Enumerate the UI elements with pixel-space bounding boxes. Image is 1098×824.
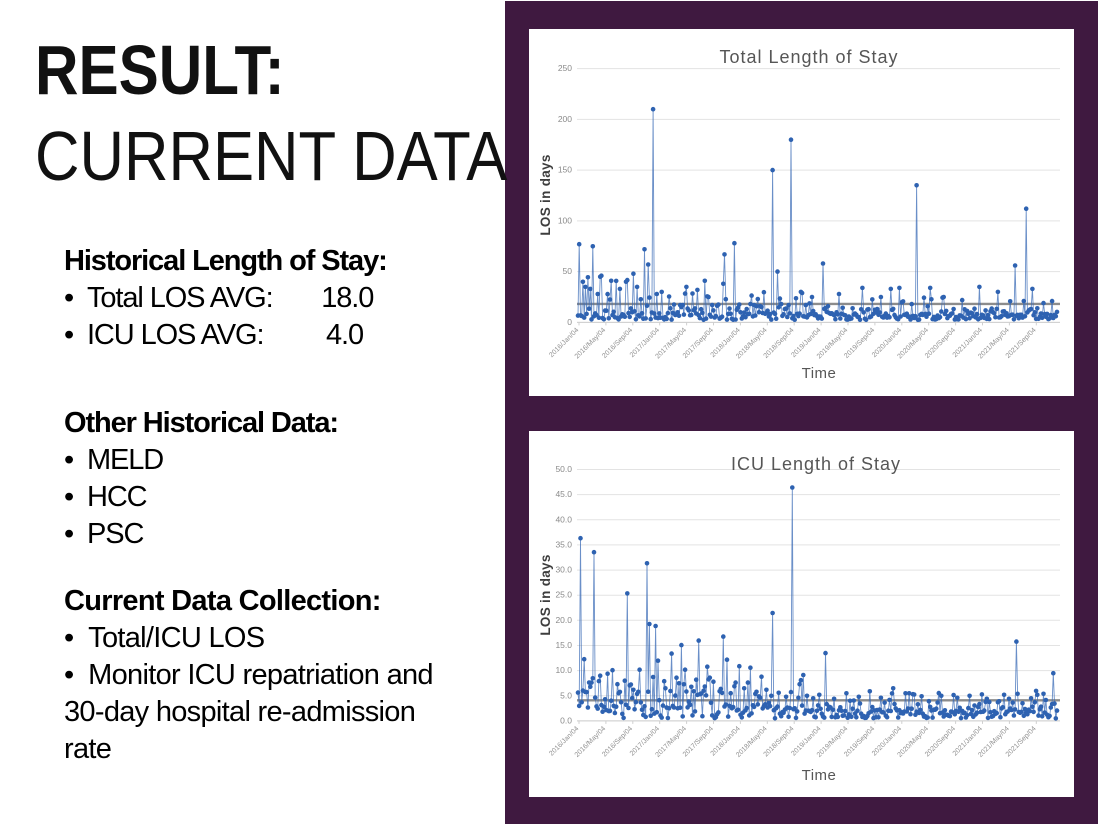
svg-text:250: 250 bbox=[558, 63, 572, 73]
svg-text:0: 0 bbox=[567, 317, 572, 327]
svg-text:Time: Time bbox=[802, 767, 837, 784]
svg-text:50: 50 bbox=[563, 266, 573, 276]
svg-text:10.0: 10.0 bbox=[555, 665, 572, 675]
svg-text:25.0: 25.0 bbox=[555, 590, 572, 600]
svg-text:ICU Length of Stay: ICU Length of Stay bbox=[731, 454, 901, 474]
svg-text:40.0: 40.0 bbox=[555, 514, 572, 524]
svg-text:Time: Time bbox=[802, 365, 837, 382]
svg-text:20.0: 20.0 bbox=[555, 615, 572, 625]
svg-text:15.0: 15.0 bbox=[555, 640, 572, 650]
svg-text:5.0: 5.0 bbox=[560, 690, 572, 700]
svg-text:30.0: 30.0 bbox=[555, 565, 572, 575]
svg-text:45.0: 45.0 bbox=[555, 489, 572, 499]
svg-text:LOS in days: LOS in days bbox=[538, 554, 553, 635]
svg-text:200: 200 bbox=[558, 114, 572, 124]
svg-text:0.0: 0.0 bbox=[560, 715, 572, 725]
svg-text:50.0: 50.0 bbox=[555, 464, 572, 474]
svg-text:150: 150 bbox=[558, 165, 572, 175]
svg-text:35.0: 35.0 bbox=[555, 539, 572, 549]
svg-text:Total Length of Stay: Total Length of Stay bbox=[719, 47, 898, 67]
svg-text:LOS in days: LOS in days bbox=[538, 154, 553, 235]
svg-text:100: 100 bbox=[558, 215, 572, 225]
